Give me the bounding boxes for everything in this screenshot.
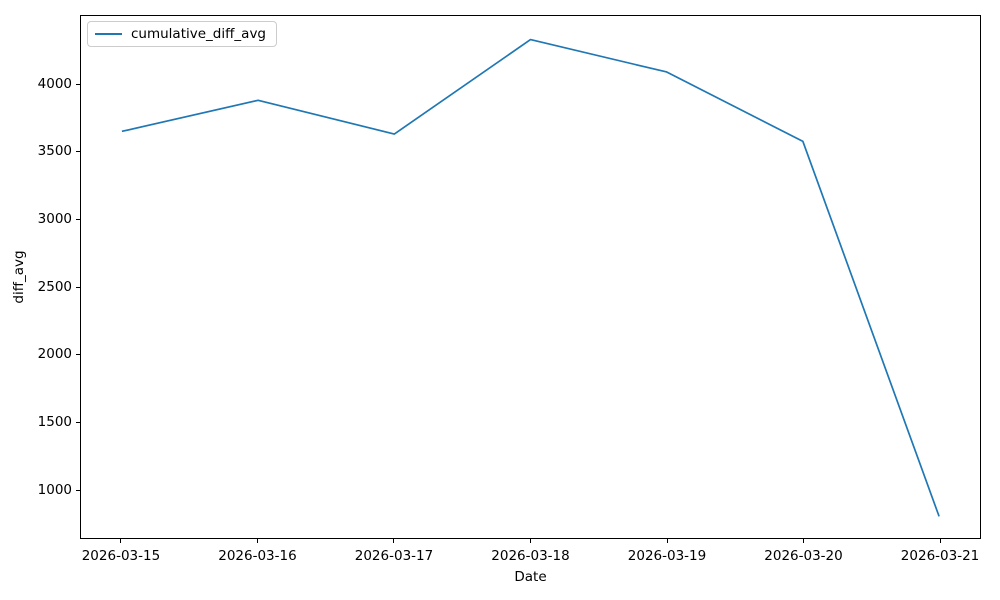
x-tick-label: 2026-03-19 [627,548,707,564]
y-axis-label: diff_avg [11,250,27,304]
y-tick-label: 3000 [37,210,72,227]
plot-area [80,15,981,539]
y-tick-label: 4000 [37,75,72,92]
x-tick-label: 2026-03-16 [218,548,297,564]
x-tick-label: 2026-03-21 [900,548,980,564]
x-tick-mark [530,539,531,543]
x-tick-label: 2026-03-15 [81,548,161,564]
legend-label: cumulative_diff_avg [131,26,266,42]
x-tick-mark [393,539,395,543]
y-tick-label: 2000 [37,346,72,363]
y-tick-label: 3500 [37,143,72,160]
x-axis-label: Date [514,569,547,585]
x-tick-mark [939,539,941,543]
y-tick-label: 1500 [37,414,72,431]
x-tick-mark [803,539,805,543]
x-tick-mark [256,539,258,543]
chart-canvas [121,38,940,517]
x-tick-label: 2026-03-17 [354,548,434,564]
x-tick-mark [120,539,122,543]
x-tick-label: 2026-03-20 [764,548,843,564]
legend-line-swatch-icon [95,33,122,35]
series-line-cumulative-diff-avg [121,38,940,517]
legend: cumulative_diff_avg [87,21,277,47]
x-tick-mark [666,539,668,543]
x-tick-label: 2026-03-18 [491,548,570,564]
y-tick-label: 1000 [37,481,72,498]
